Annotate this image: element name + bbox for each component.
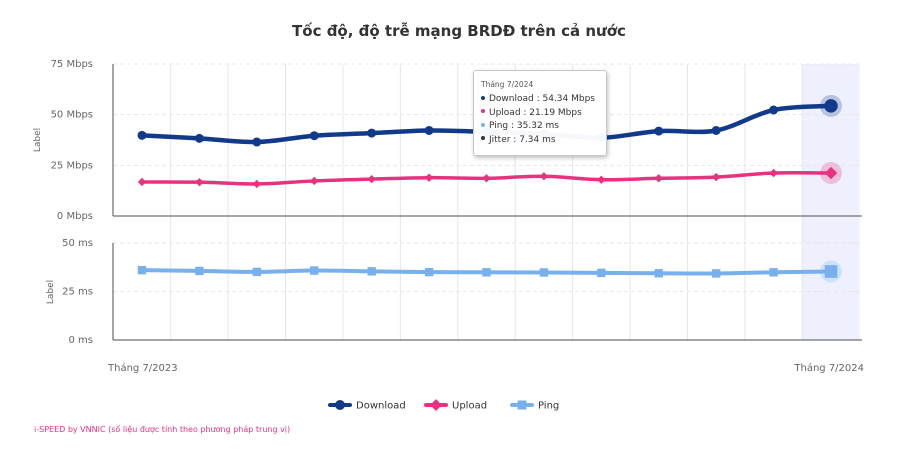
- data-point-download[interactable]: [654, 126, 664, 136]
- y-tick-label-speed: 0 Mbps: [57, 211, 93, 222]
- data-point-upload[interactable]: [195, 177, 204, 187]
- data-point-upload[interactable]: [769, 168, 778, 178]
- data-point-upload[interactable]: [424, 173, 434, 182]
- y-tick-label-speed: 50 Mbps: [51, 110, 93, 121]
- data-point-download[interactable]: [252, 137, 262, 147]
- tooltip-title: Tháng 7/2024: [481, 80, 534, 89]
- y-tick-label-latency: 50 ms: [62, 238, 93, 249]
- tooltip-download-text: Download : 54.34 Mbps: [489, 94, 595, 104]
- data-point-ping-active[interactable]: [824, 265, 838, 278]
- chart-title: Tốc độ, độ trễ mạng BRDĐ trên cả nước: [292, 21, 626, 40]
- data-tooltip: Tháng 7/2024 Download : 54.34 Mbps Uploa…: [473, 70, 607, 156]
- legend-marker-ping-icon: [517, 400, 527, 410]
- y-tick-label-latency: 0 ms: [69, 335, 94, 346]
- data-point-ping[interactable]: [424, 267, 434, 277]
- tooltip-dot-icon: [481, 122, 485, 127]
- data-point-upload[interactable]: [367, 174, 376, 184]
- tooltip-ping-text: Ping : 35.32 ms: [489, 121, 559, 131]
- y-tick-label-speed: 75 Mbps: [51, 59, 93, 70]
- data-point-download[interactable]: [194, 133, 204, 143]
- x-tick-label-start: Tháng 7/2023: [107, 362, 178, 374]
- data-point-ping[interactable]: [195, 266, 204, 276]
- source-footer: i-SPEED by VNNIC (số liệu được tính theo…: [34, 425, 291, 434]
- data-point-upload[interactable]: [137, 177, 147, 187]
- data-point-download[interactable]: [367, 128, 377, 138]
- data-point-ping[interactable]: [769, 268, 778, 277]
- data-point-upload[interactable]: [597, 175, 606, 184]
- data-point-upload-active[interactable]: [824, 166, 838, 180]
- data-point-upload[interactable]: [482, 174, 491, 183]
- data-point-ping[interactable]: [539, 268, 549, 277]
- data-point-download[interactable]: [137, 130, 147, 140]
- data-point-upload[interactable]: [310, 176, 319, 186]
- legend-marker-upload-icon: [430, 399, 442, 411]
- tooltip-upload-text: Upload : 21.19 Mbps: [489, 107, 582, 118]
- y-axis-label-speed: Label: [33, 128, 43, 152]
- legend-item-ping[interactable]: Ping: [510, 400, 559, 412]
- tooltip-dot-icon: [481, 95, 485, 100]
- data-point-ping[interactable]: [711, 269, 721, 278]
- data-point-download[interactable]: [769, 105, 779, 115]
- data-point-download[interactable]: [424, 125, 434, 135]
- tooltip-row-upload: Upload : 21.19 Mbps: [481, 107, 606, 121]
- tooltip-jitter-text: Jitter : 7.34 ms: [489, 134, 556, 145]
- y-tick-label-latency: 25 ms: [62, 287, 93, 298]
- legend-label: Download: [356, 401, 406, 412]
- tooltip-row-jitter: Jitter : 7.34 ms: [481, 134, 606, 148]
- legend-label: Ping: [538, 401, 559, 412]
- data-point-ping[interactable]: [252, 267, 262, 277]
- data-point-download[interactable]: [309, 131, 319, 141]
- series-upload: [137, 162, 842, 189]
- tooltip-row-download: Download : 54.34 Mbps: [481, 93, 606, 107]
- grid-lines: 0 Mbps 25 Mbps 50 Mbps 75 Mbps 0 ms 25 ms 50 m…: [51, 59, 862, 346]
- tooltip-dot-icon: [481, 136, 485, 140]
- data-point-download-active[interactable]: [824, 99, 838, 113]
- y-axis-label-latency: Label: [46, 280, 56, 304]
- data-point-upload[interactable]: [252, 179, 261, 189]
- data-point-ping[interactable]: [482, 268, 491, 277]
- data-point-upload[interactable]: [539, 172, 549, 181]
- data-point-ping[interactable]: [367, 267, 376, 276]
- legend-item-upload[interactable]: Upload: [424, 399, 487, 412]
- data-point-ping[interactable]: [137, 265, 147, 275]
- data-point-download[interactable]: [711, 125, 721, 135]
- data-point-ping[interactable]: [597, 268, 606, 278]
- x-tick-label-end: Tháng 7/2024: [793, 362, 864, 374]
- data-point-ping[interactable]: [310, 266, 319, 275]
- data-point-ping[interactable]: [654, 269, 663, 278]
- tooltip-row-ping: Ping : 35.32 ms: [481, 120, 606, 134]
- legend-label: Upload: [452, 401, 487, 412]
- data-point-upload[interactable]: [654, 174, 663, 183]
- series-ping: [137, 260, 842, 283]
- y-tick-label-speed: 25 Mbps: [51, 160, 93, 171]
- chart-axes: [112, 64, 862, 341]
- data-point-upload[interactable]: [712, 172, 721, 182]
- tooltip-dot-icon: [481, 109, 485, 113]
- legend-item-download[interactable]: Download: [328, 400, 406, 412]
- legend-marker-download-icon: [335, 400, 345, 410]
- legend: Download Upload Ping: [328, 399, 559, 412]
